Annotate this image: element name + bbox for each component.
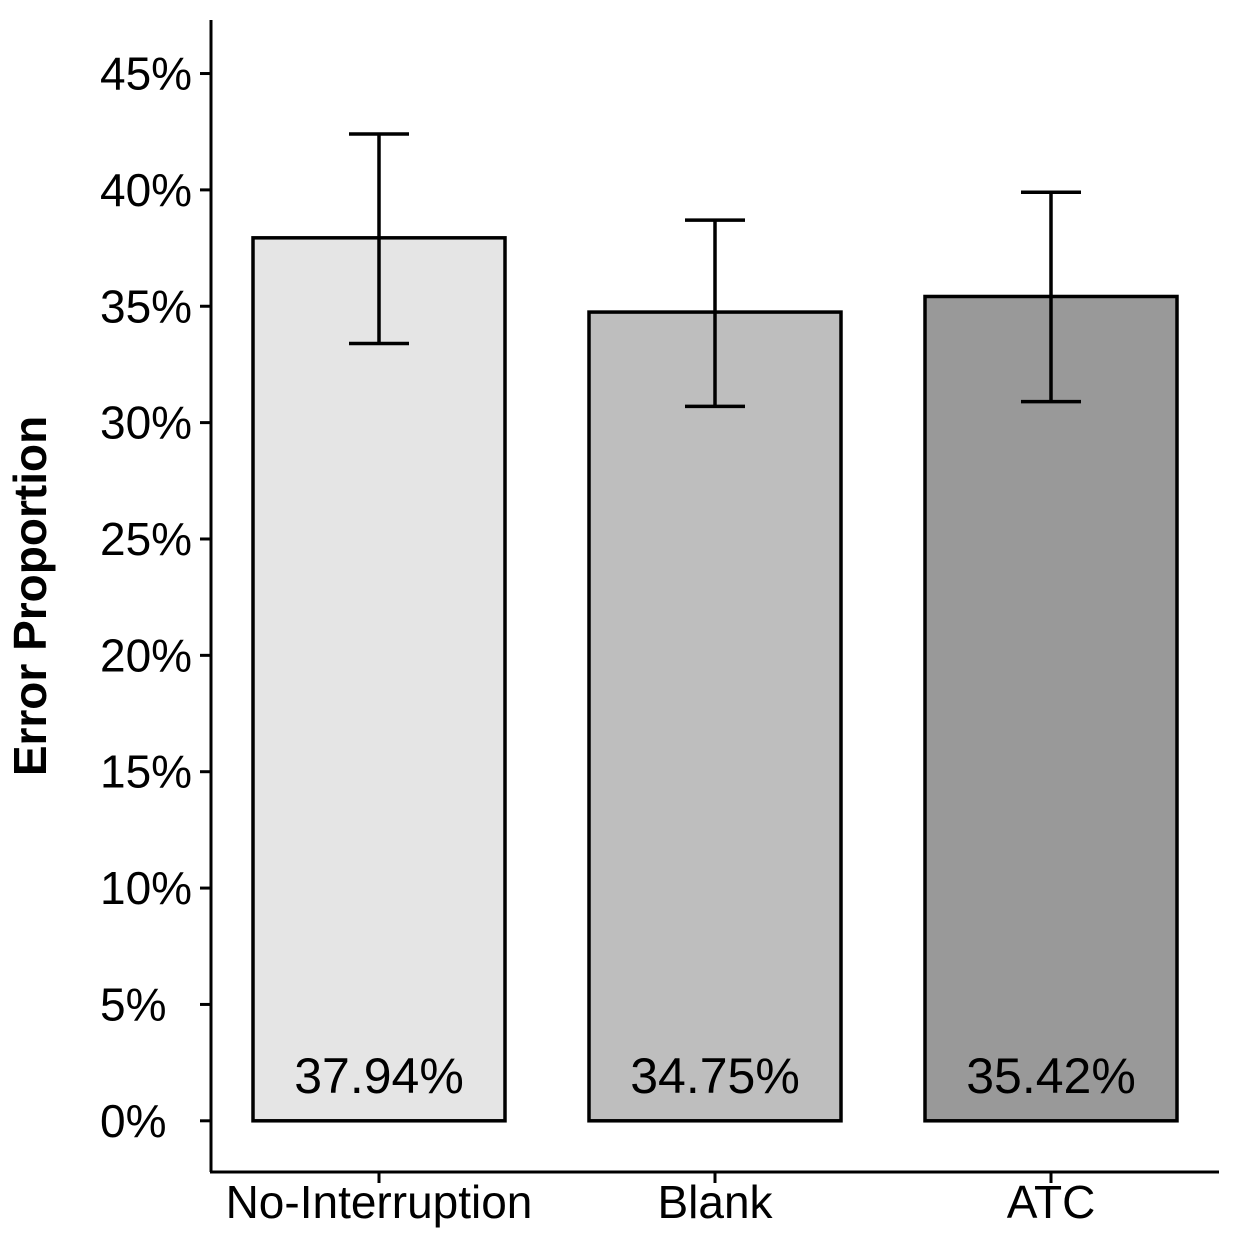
y-tick-label: 30% <box>100 397 192 449</box>
error-bar <box>349 132 409 346</box>
y-tick-label: 15% <box>100 746 192 798</box>
y-tick-label: 40% <box>100 164 192 216</box>
y-tick-label: 20% <box>100 629 192 681</box>
y-tick-label: 0% <box>100 1095 166 1147</box>
data-labels: 37.94% 34.75% 35.42% <box>294 1048 1136 1104</box>
bar-atc <box>923 294 1179 1123</box>
x-tick-label: No-Interruption <box>226 1176 533 1228</box>
y-tick-label: 5% <box>100 978 166 1030</box>
y-tick-label: 35% <box>100 280 192 332</box>
data-label: 34.75% <box>630 1048 800 1104</box>
error-bar <box>1021 190 1081 404</box>
bar-no-interruption <box>251 236 507 1123</box>
error-bar <box>685 218 745 409</box>
error-bars <box>349 132 1081 409</box>
data-label: 37.94% <box>294 1048 464 1104</box>
bars <box>251 236 1179 1123</box>
y-axis-title: Error Proportion <box>4 416 56 776</box>
y-axis-ticks: 0% 5% 10% 15% 20% 25% 30% 35% 40% 45% <box>100 48 211 1147</box>
y-tick-label: 45% <box>100 48 192 100</box>
x-axis-ticks: No-Interruption Blank ATC <box>226 1172 1096 1228</box>
x-tick-label: Blank <box>657 1176 773 1228</box>
data-label: 35.42% <box>966 1048 1136 1104</box>
bar-blank <box>587 310 843 1123</box>
y-tick-label: 10% <box>100 862 192 914</box>
x-tick-label: ATC <box>1007 1176 1096 1228</box>
y-tick-label: 25% <box>100 513 192 565</box>
